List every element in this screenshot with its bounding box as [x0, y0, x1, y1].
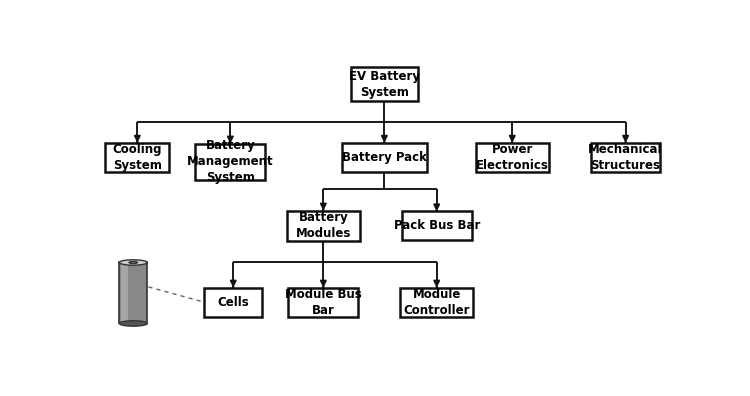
- Text: Module
Controller: Module Controller: [404, 287, 470, 317]
- Ellipse shape: [129, 261, 137, 263]
- FancyBboxPatch shape: [287, 211, 360, 241]
- Text: Mechanical
Structures: Mechanical Structures: [588, 143, 663, 172]
- Text: Module Bus
Bar: Module Bus Bar: [285, 287, 362, 317]
- Text: Pack Bus Bar: Pack Bus Bar: [394, 219, 480, 232]
- FancyBboxPatch shape: [351, 67, 418, 101]
- Ellipse shape: [119, 321, 147, 326]
- Text: Battery
Modules: Battery Modules: [296, 211, 351, 240]
- FancyBboxPatch shape: [400, 287, 473, 317]
- FancyBboxPatch shape: [591, 143, 661, 172]
- Text: EV Battery
System: EV Battery System: [349, 70, 420, 99]
- Text: Cells: Cells: [217, 296, 249, 308]
- FancyBboxPatch shape: [204, 287, 262, 317]
- Bar: [122, 264, 128, 322]
- Text: Battery
Management
System: Battery Management System: [187, 139, 274, 185]
- Text: Cooling
System: Cooling System: [112, 143, 162, 172]
- FancyBboxPatch shape: [289, 287, 358, 317]
- FancyBboxPatch shape: [402, 211, 472, 240]
- Bar: [119, 263, 147, 324]
- FancyBboxPatch shape: [342, 143, 427, 172]
- FancyBboxPatch shape: [476, 143, 548, 172]
- Ellipse shape: [119, 260, 147, 265]
- FancyBboxPatch shape: [196, 144, 266, 180]
- Text: Power
Electronics: Power Electronics: [476, 143, 549, 172]
- FancyBboxPatch shape: [105, 143, 170, 172]
- Text: Battery Pack: Battery Pack: [342, 151, 427, 164]
